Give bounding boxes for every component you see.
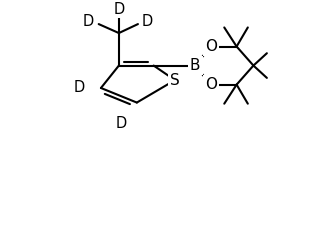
Text: O: O	[205, 39, 217, 54]
Text: D: D	[83, 14, 94, 29]
Text: D: D	[116, 116, 127, 131]
Text: D: D	[113, 2, 125, 17]
Text: B: B	[190, 58, 200, 73]
Text: D: D	[141, 14, 153, 29]
Text: D: D	[74, 80, 85, 95]
Text: S: S	[170, 73, 180, 88]
Text: O: O	[205, 77, 217, 92]
